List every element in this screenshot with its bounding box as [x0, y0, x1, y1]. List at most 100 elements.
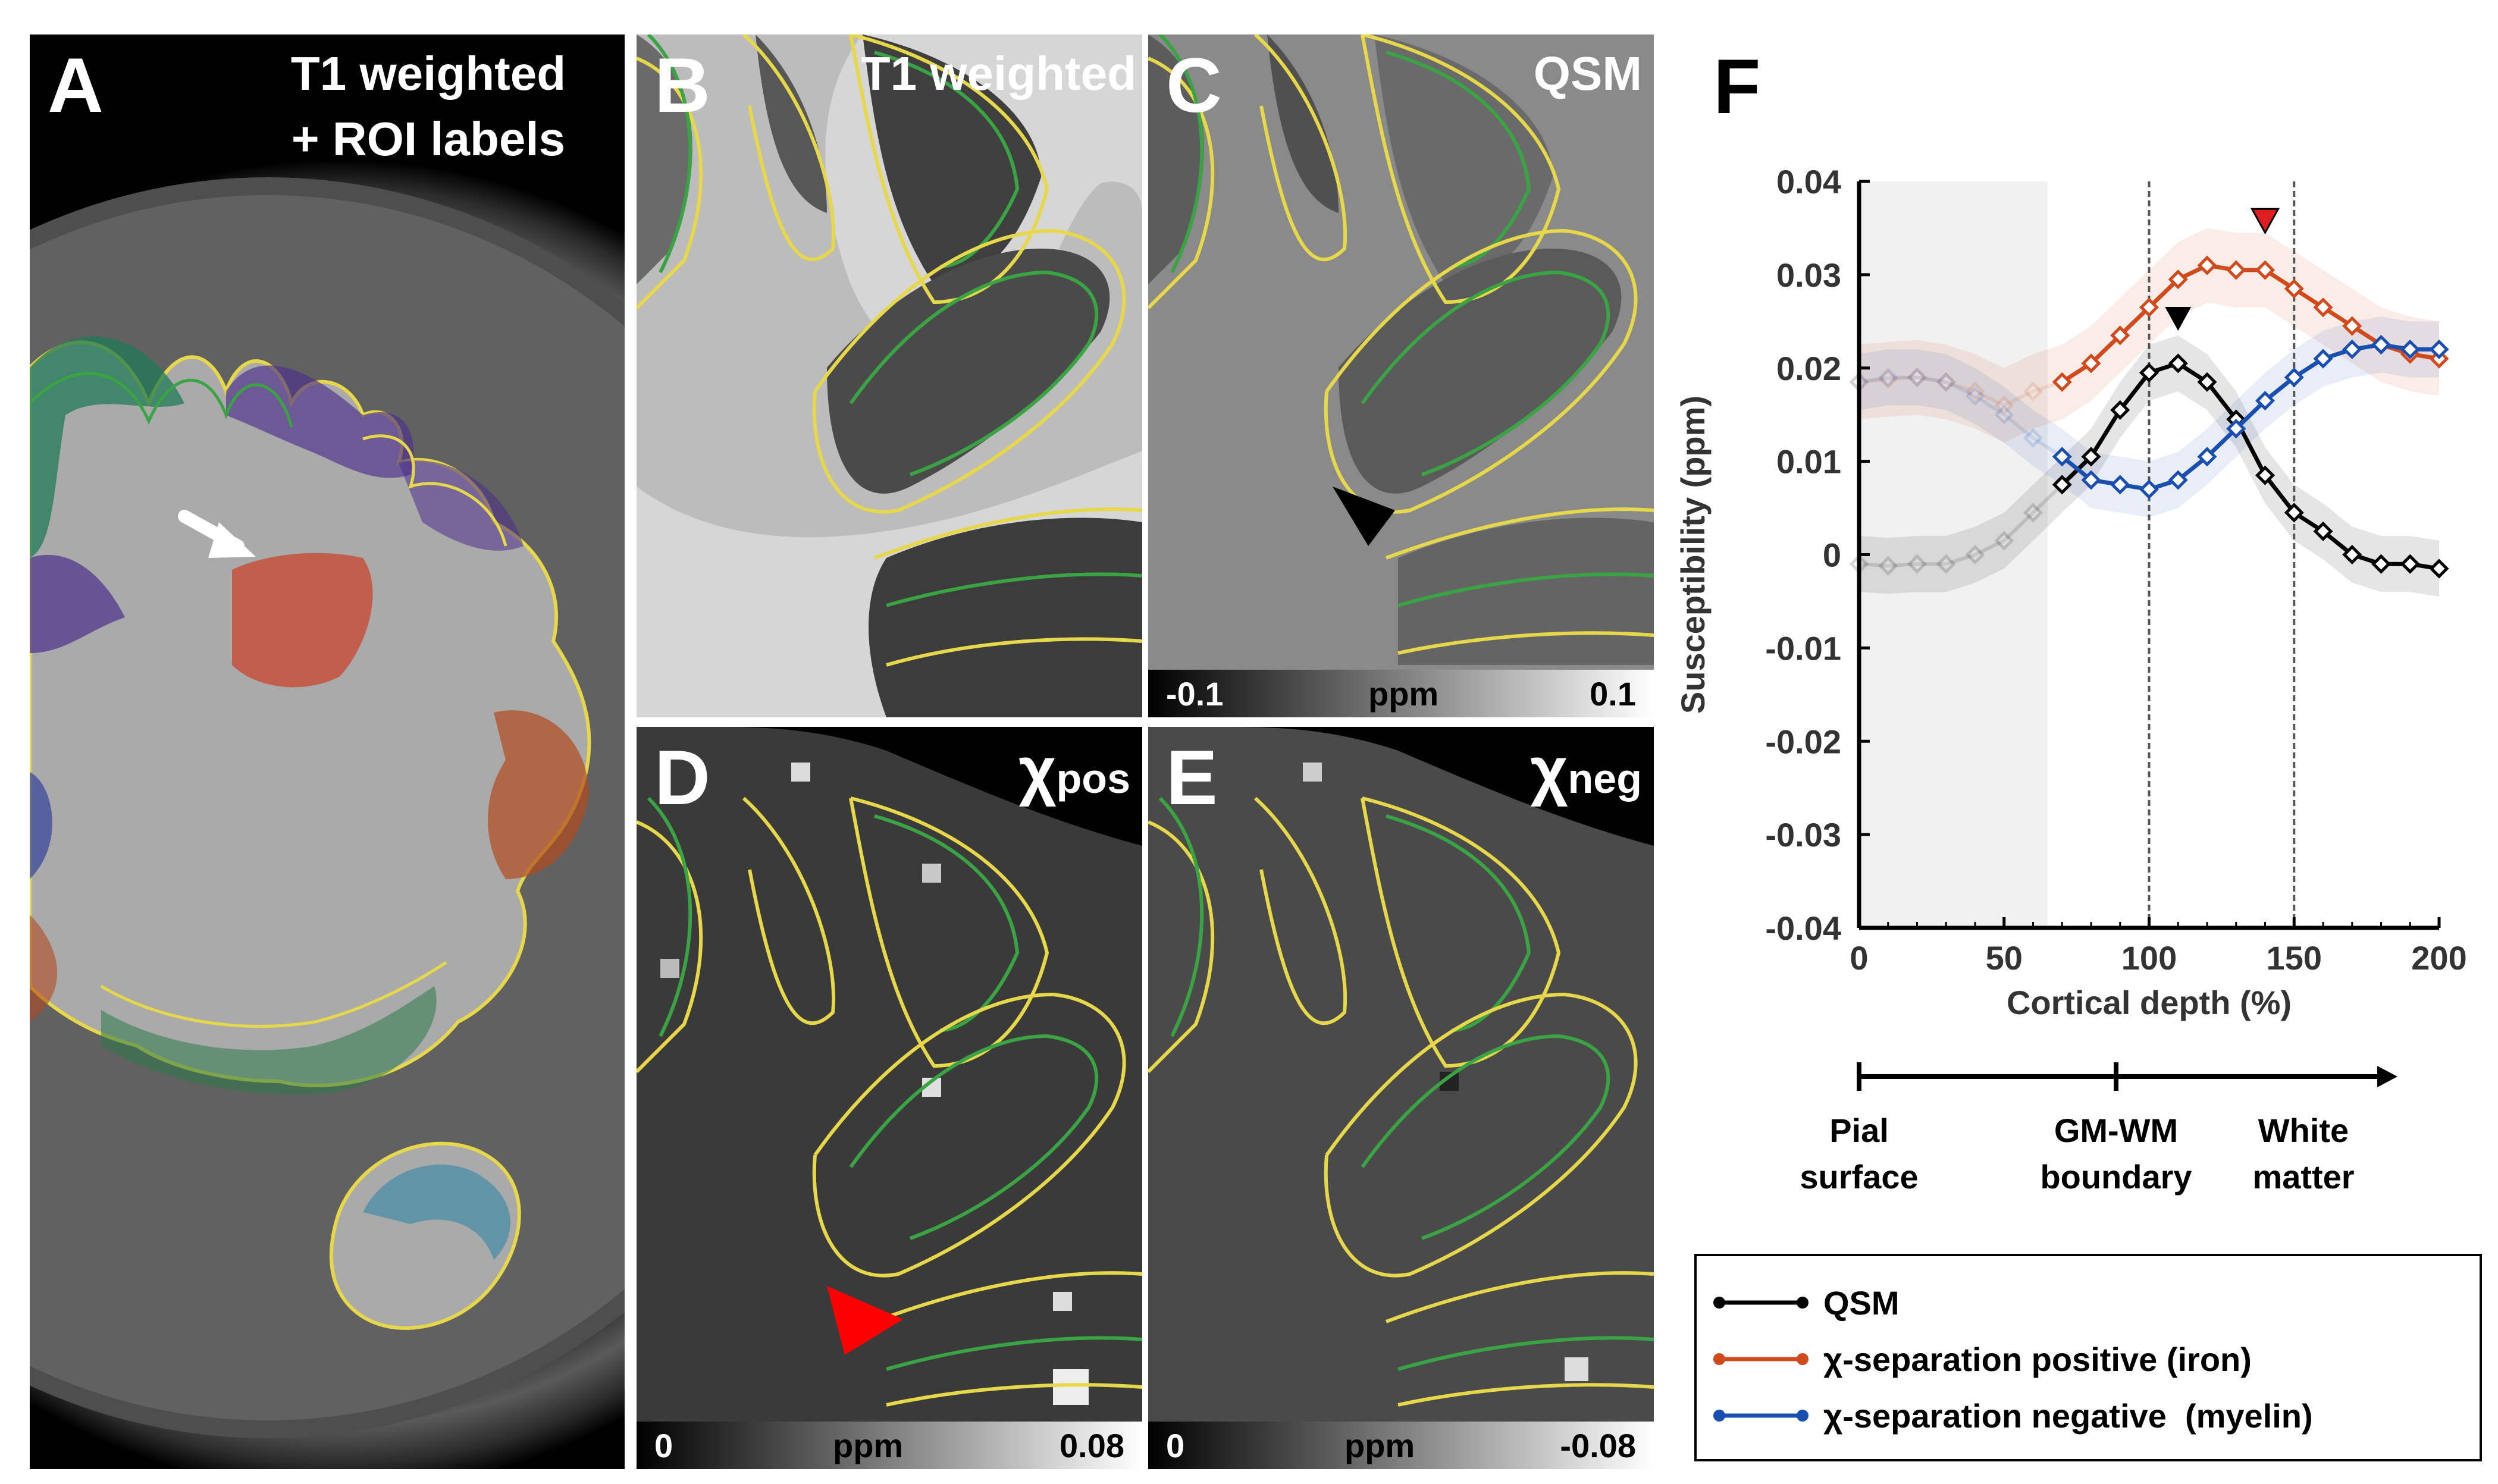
legend-item-myelin: χ-separation negative (myelin) — [1713, 1397, 2313, 1435]
x-tick-label: 0 — [1850, 939, 1868, 977]
y-tick-label: 0 — [1823, 537, 1841, 574]
data-point — [1936, 372, 1956, 392]
panel-e-colorbar-labels: 0 ppm -0.08 — [1148, 1422, 1654, 1469]
data-point — [1965, 544, 1985, 565]
y-tick-label: -0.04 — [1765, 909, 1841, 947]
data-point — [2052, 475, 2072, 495]
panel-e-chi-neg-image: E χneg 0 ppm -0.08 — [1148, 727, 1654, 1469]
panel-c-gyri-illustration — [1148, 34, 1654, 717]
data-point — [2342, 544, 2362, 565]
panel-d-letter: D — [654, 734, 710, 821]
panel-d-title-chi: χ — [1018, 734, 1057, 807]
data-point — [1936, 372, 1956, 392]
y-axis-label: Susceptibility (ppm) — [1674, 396, 1712, 714]
y-tick-label: 0.02 — [1776, 350, 1841, 387]
data-point — [2284, 367, 2304, 387]
panel-d-gyri-illustration — [637, 727, 1142, 1469]
data-point — [1878, 369, 1898, 390]
panel-a-t1-roi-image: A T1 weighted + ROI labels — [30, 34, 625, 1469]
data-point — [2081, 353, 2101, 374]
panel-d-colorbar — [637, 1422, 1142, 1469]
chart-legend: QSM χ-separation positive (iron) χ-separ… — [1694, 1254, 2482, 1461]
data-point — [2168, 470, 2188, 490]
series-line-faded-1 — [1858, 375, 2063, 407]
legend-item-iron: χ-separation positive (iron) — [1713, 1341, 2252, 1378]
data-point — [2052, 447, 2072, 467]
data-point — [1878, 556, 1898, 576]
data-point — [2400, 554, 2420, 574]
x-axis-label: Cortical depth (%) — [2007, 984, 2292, 1021]
data-point — [1994, 531, 2014, 551]
panel-b-t1-zoom-image: B T1 weighted — [637, 34, 1142, 717]
boundary-label-line1: GM-WM — [2054, 1112, 2178, 1149]
panel-c-colorbar — [1148, 670, 1654, 717]
iron-peak-arrowhead — [2250, 208, 2280, 235]
panel-e-title-sub: neg — [1568, 755, 1642, 802]
uncertainty-band-0 — [1859, 335, 2439, 597]
data-point — [2110, 325, 2130, 346]
data-point — [1907, 554, 1927, 574]
data-point — [2255, 465, 2276, 485]
panel-e-cbar-min: 0 — [1166, 1427, 1185, 1464]
data-point — [2255, 391, 2276, 411]
panel-a-title-line2: + ROI labels — [291, 112, 566, 165]
data-point — [2371, 554, 2392, 574]
panel-d-title-sub: pos — [1056, 755, 1130, 802]
series-line-faded-2 — [1858, 375, 2063, 459]
data-point — [2429, 339, 2449, 359]
y-tick-label: -0.01 — [1765, 629, 1841, 667]
data-point — [2313, 349, 2333, 369]
data-point — [2197, 372, 2217, 392]
y-tick-label: -0.03 — [1765, 816, 1841, 854]
data-point — [1994, 404, 2014, 425]
data-point — [2313, 521, 2333, 541]
data-point — [1907, 367, 1927, 387]
data-point — [2168, 353, 2188, 374]
legend-label-iron: χ-separation positive (iron) — [1823, 1341, 2252, 1378]
data-point — [2168, 269, 2188, 290]
data-point — [1965, 381, 1985, 401]
data-point — [2197, 255, 2217, 275]
data-point — [2023, 428, 2043, 448]
panel-c-letter: C — [1166, 42, 1222, 128]
legend-label-myelin: χ-separation negative (myelin) — [1823, 1397, 2313, 1435]
data-point — [1994, 395, 2014, 416]
data-point — [2139, 479, 2159, 500]
data-point — [2429, 559, 2449, 579]
x-tick-label: 150 — [2267, 939, 2322, 977]
panel-e-letter: E — [1166, 734, 1218, 821]
x-tick-label: 100 — [2121, 939, 2177, 977]
panel-b-letter: B — [654, 42, 710, 128]
panel-e-title-chi: χ — [1530, 734, 1568, 807]
data-point — [2342, 339, 2362, 359]
susceptibility-chart: 0.040.030.020.010-0.01-0.02-0.03-0.040 50… — [1674, 163, 2467, 1021]
series-line-faded-0 — [1858, 483, 2064, 568]
panel-a-brain-illustration — [30, 34, 625, 1469]
data-point — [2110, 475, 2130, 495]
data-point — [2255, 260, 2276, 280]
boundary-label-line2: boundary — [2040, 1158, 2192, 1196]
pial-label-line2: surface — [1800, 1158, 1918, 1196]
panel-c-cbar-unit: ppm — [1368, 675, 1439, 713]
data-point — [1907, 367, 1927, 387]
panel-c-title: QSM — [1533, 47, 1642, 100]
data-point — [2110, 400, 2130, 420]
data-point — [2226, 419, 2246, 439]
data-point — [2284, 503, 2304, 523]
white-matter-label-line2: matter — [2252, 1158, 2354, 1196]
panel-a-letter: A — [48, 42, 104, 128]
panel-e-cbar-max: -0.08 — [1560, 1427, 1636, 1464]
panel-d-cbar-min: 0 — [654, 1427, 673, 1464]
data-point — [2400, 339, 2420, 359]
data-point — [2052, 372, 2072, 392]
data-point — [2313, 297, 2333, 318]
panel-d-title: χpos — [946, 733, 1130, 808]
data-point — [2139, 297, 2159, 318]
y-tick-label: 0.03 — [1776, 256, 1841, 294]
data-point — [2371, 334, 2392, 355]
data-point — [2342, 316, 2362, 336]
data-point — [1936, 554, 1956, 574]
data-point — [2139, 363, 2159, 383]
data-point — [2197, 447, 2217, 467]
panel-c-cbar-min: -0.1 — [1166, 675, 1224, 713]
